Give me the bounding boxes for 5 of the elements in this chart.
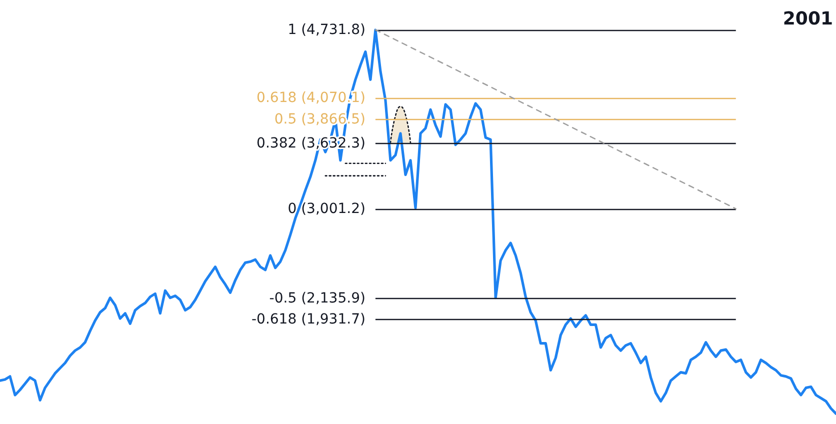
ref-line-label: -0.5 (2,135.9) [269, 290, 366, 306]
ref-line-label: -0.618 (1,931.7) [251, 311, 366, 328]
annotation: 2001 [782, 8, 834, 30]
ref-line-label: 0 (3,001.2) [288, 200, 366, 217]
ref-line-label: 1 (4,731.8) [288, 22, 366, 38]
